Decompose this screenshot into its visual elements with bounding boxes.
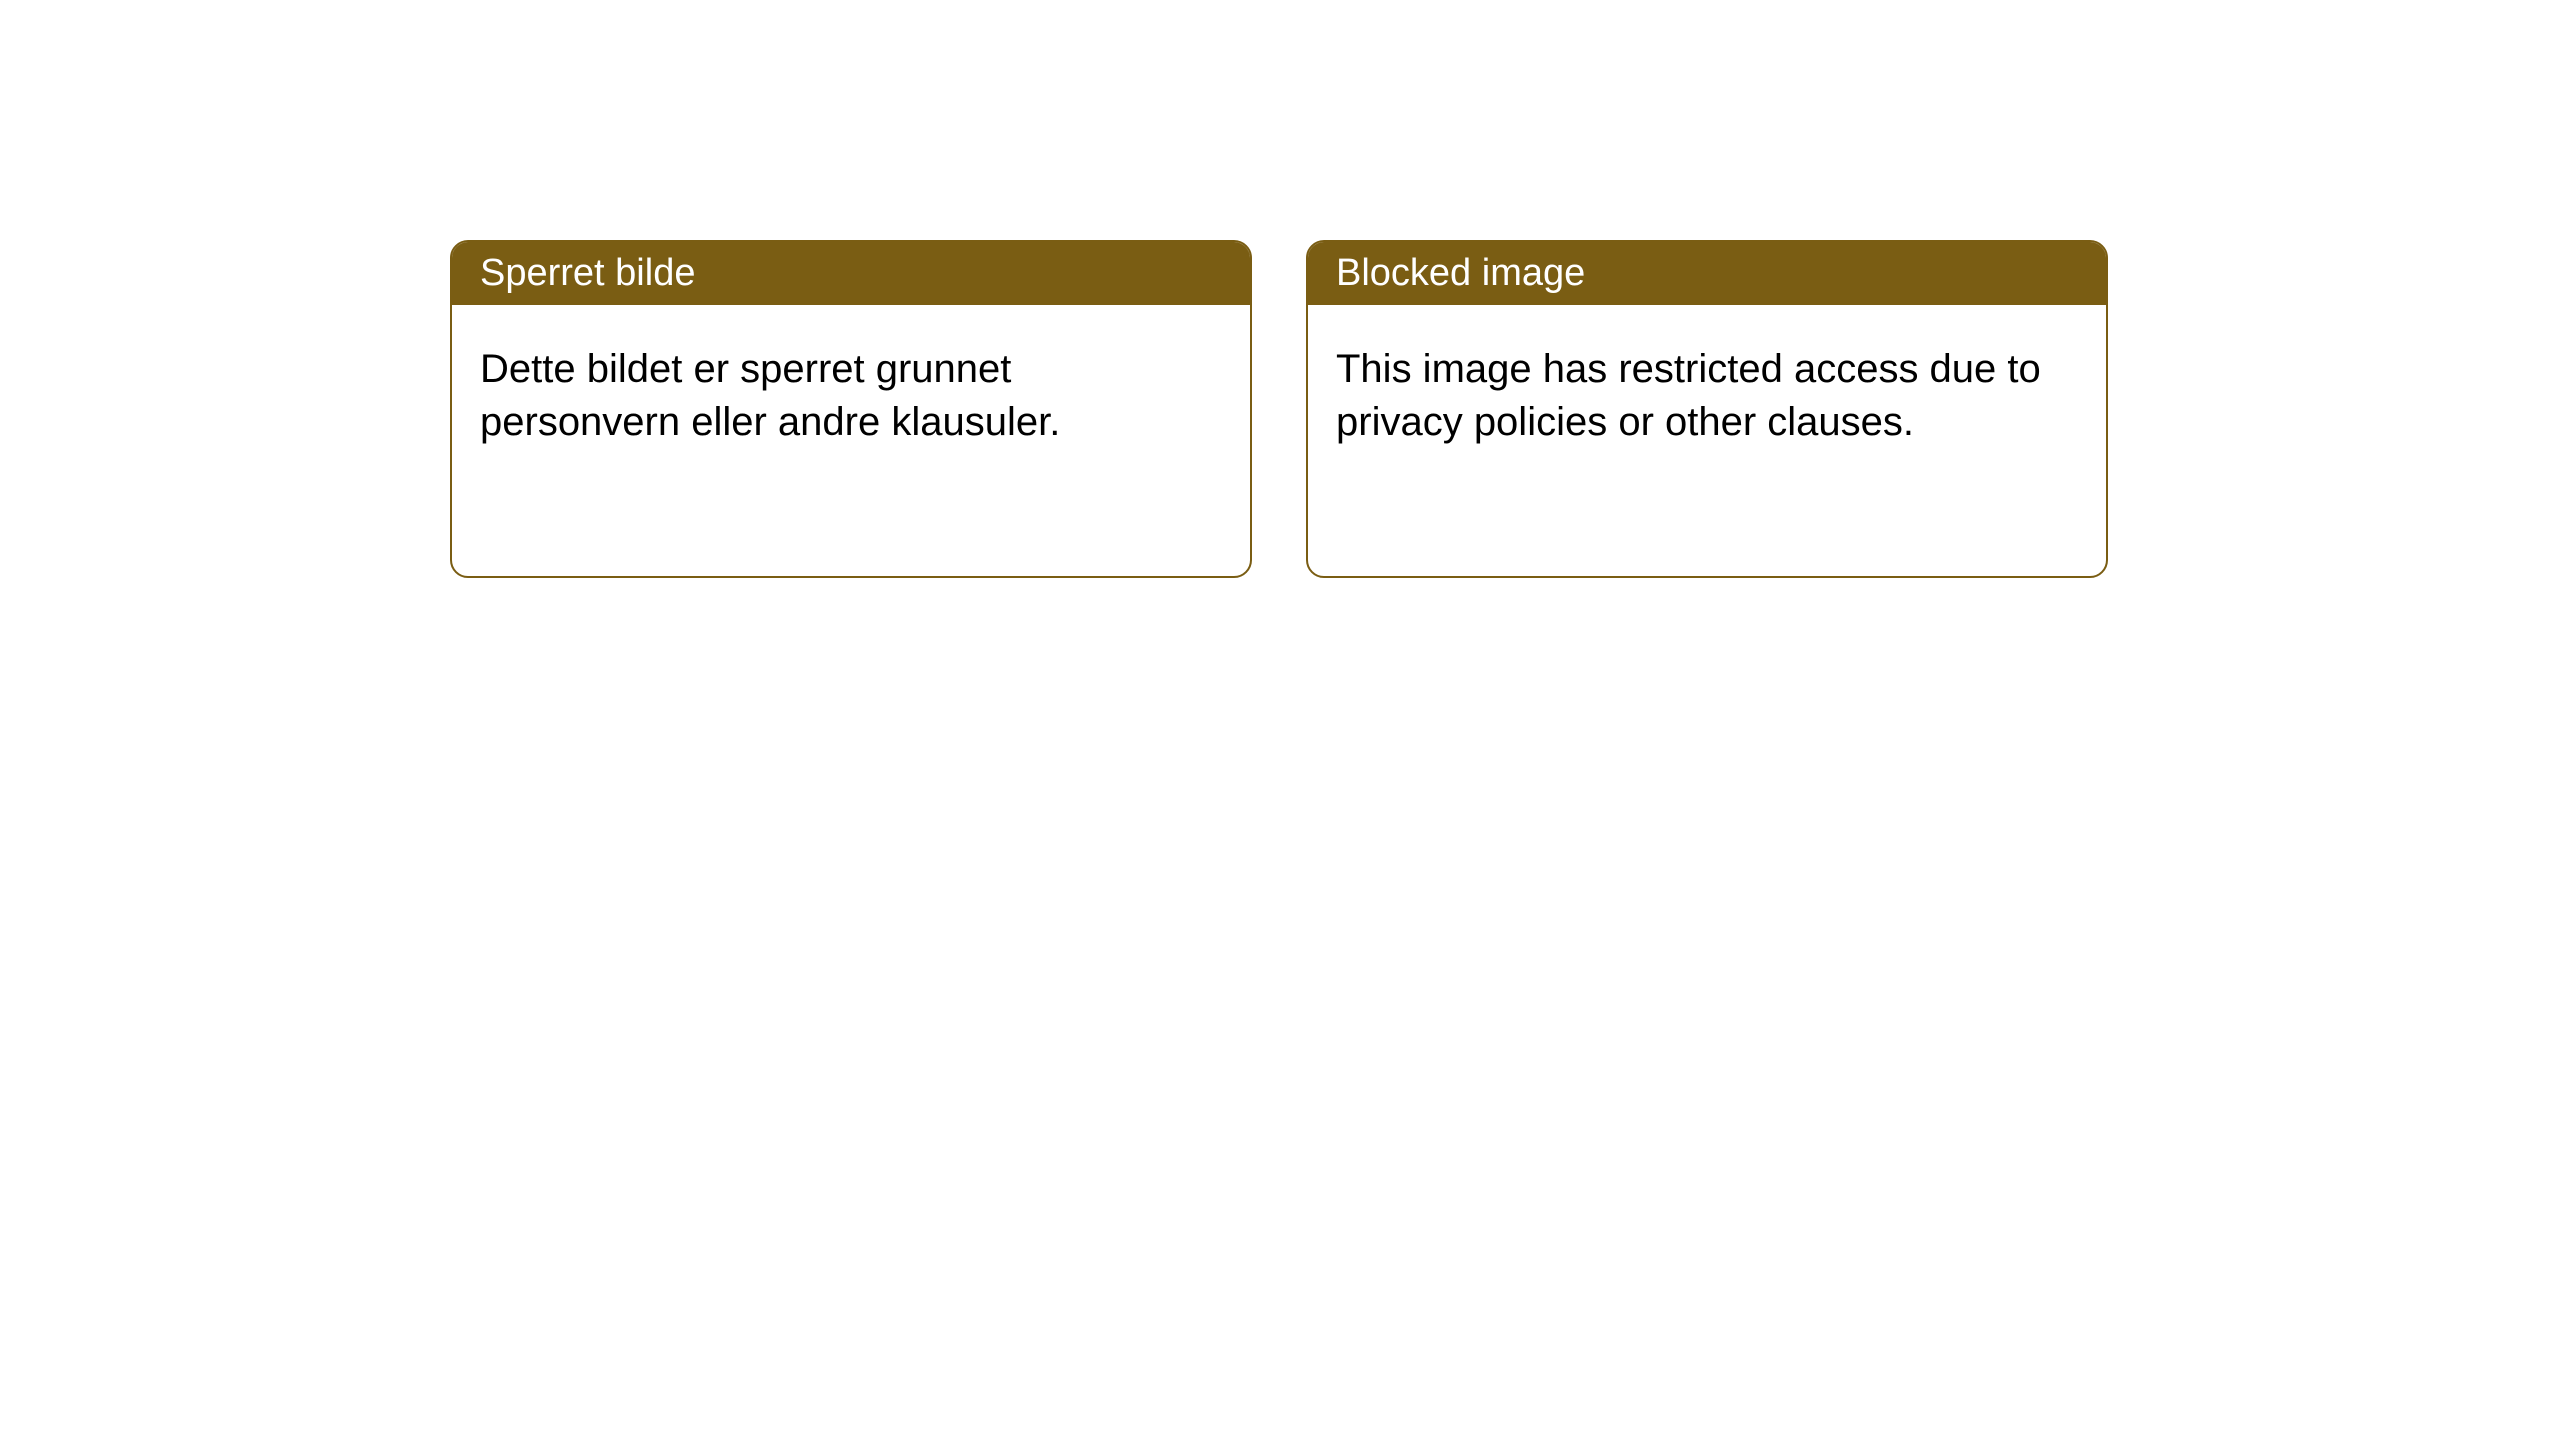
card-title-english: Blocked image — [1308, 242, 2106, 305]
blocked-image-card-english: Blocked image This image has restricted … — [1306, 240, 2108, 578]
notice-cards-container: Sperret bilde Dette bildet er sperret gr… — [0, 0, 2560, 578]
blocked-image-card-norwegian: Sperret bilde Dette bildet er sperret gr… — [450, 240, 1252, 578]
card-body-norwegian: Dette bildet er sperret grunnet personve… — [452, 305, 1250, 487]
card-body-english: This image has restricted access due to … — [1308, 305, 2106, 487]
card-title-norwegian: Sperret bilde — [452, 242, 1250, 305]
